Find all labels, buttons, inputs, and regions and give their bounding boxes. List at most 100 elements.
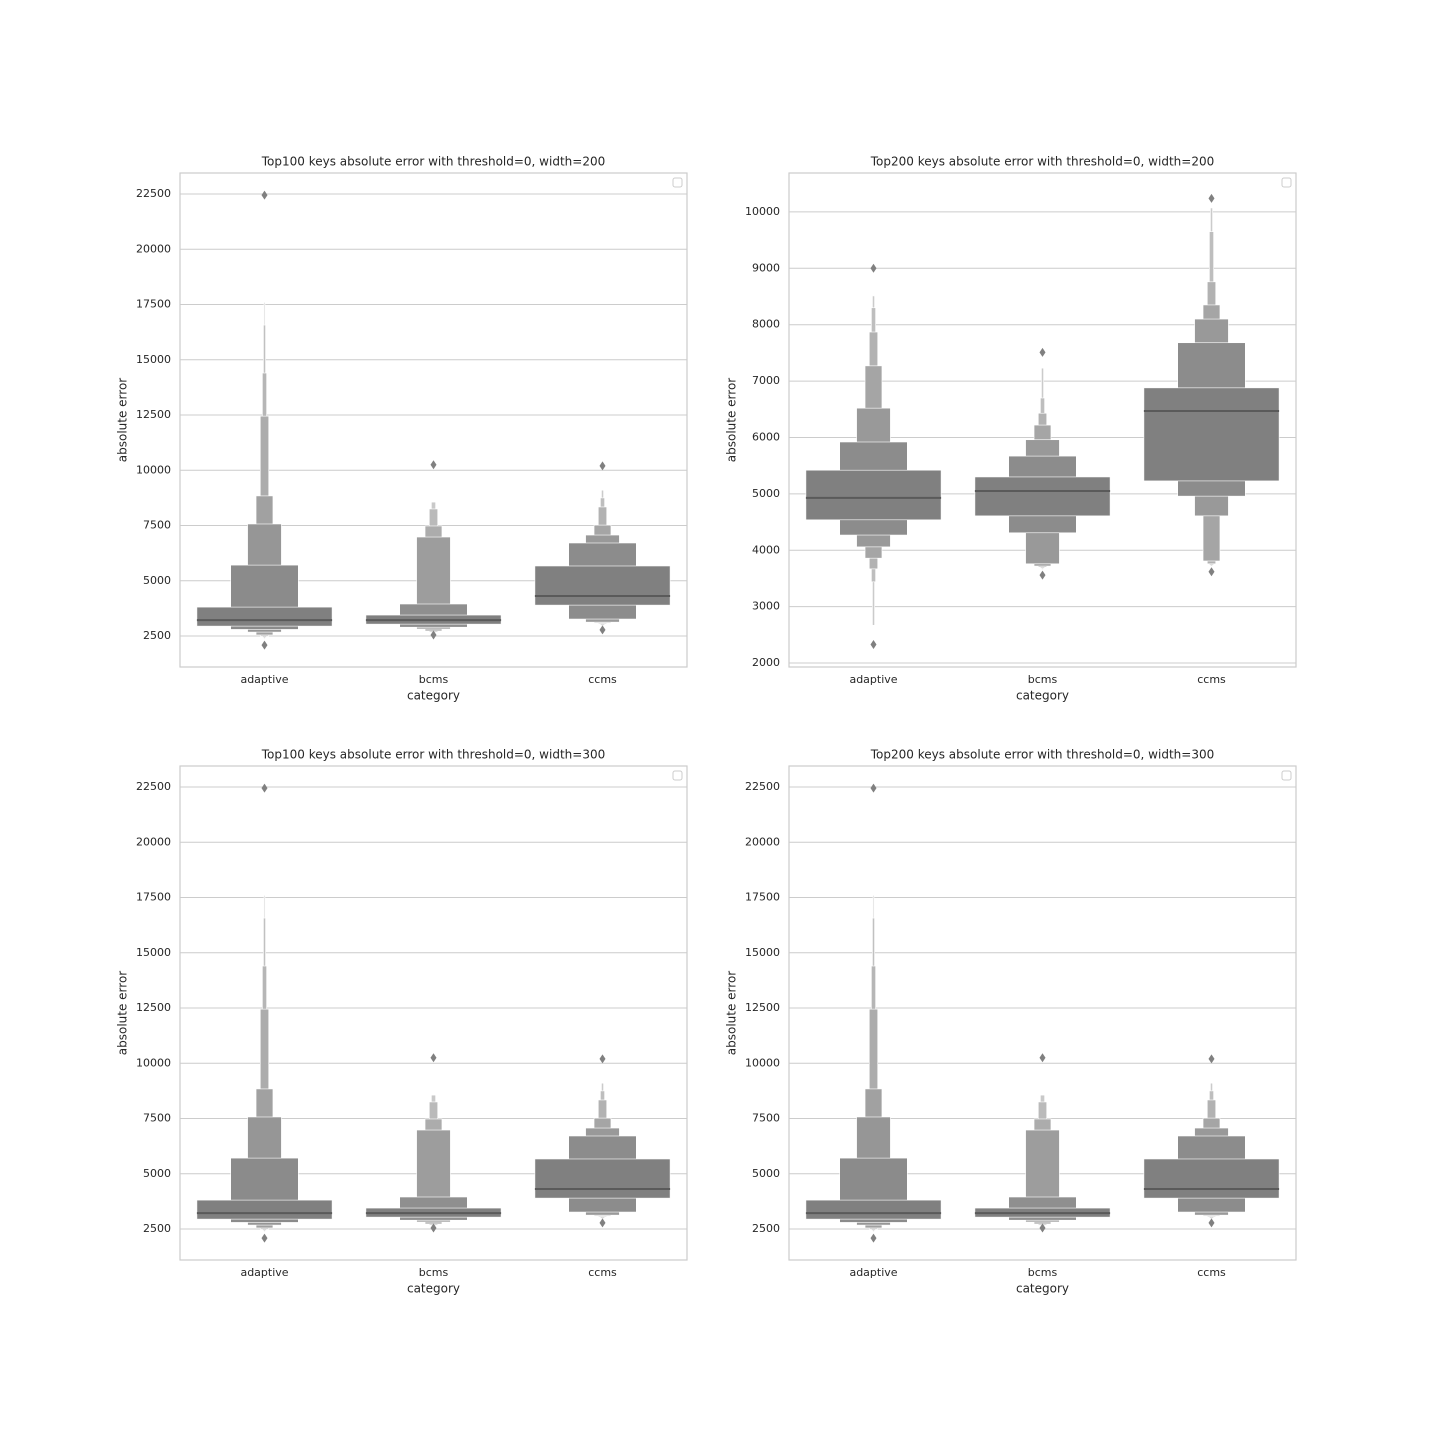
x-tick-label: adaptive bbox=[240, 673, 288, 686]
outlier bbox=[430, 1053, 437, 1063]
subplot: 2500 5000 7500 10000 12500 15000 17500 20000 225… bbox=[116, 748, 688, 1296]
y-tick-label: 12500 bbox=[136, 1001, 171, 1014]
subplot-title: Top100 keys absolute error with threshol… bbox=[261, 155, 605, 169]
outlier bbox=[599, 461, 606, 471]
outlier bbox=[1208, 193, 1215, 203]
outlier bbox=[430, 1223, 437, 1233]
box-level bbox=[1143, 387, 1280, 482]
y-tick-label: 15000 bbox=[136, 946, 171, 959]
legend-box bbox=[1281, 770, 1292, 781]
y-tick-label: 17500 bbox=[745, 891, 780, 904]
y-tick-label: 15000 bbox=[136, 353, 171, 366]
y-tick-label: 20000 bbox=[136, 835, 171, 848]
axes-frame bbox=[788, 172, 1297, 668]
outlier bbox=[870, 639, 877, 649]
y-tick-label: 6000 bbox=[752, 430, 780, 443]
outlier bbox=[261, 783, 268, 793]
y-tick-label: 2500 bbox=[143, 1222, 171, 1235]
outlier bbox=[261, 190, 268, 200]
y-tick-label: 8000 bbox=[752, 318, 780, 331]
outlier bbox=[1039, 347, 1046, 357]
y-tick-label: 7000 bbox=[752, 374, 780, 387]
outlier bbox=[430, 630, 437, 640]
outlier bbox=[261, 640, 268, 650]
y-tick-label: 7500 bbox=[752, 1112, 780, 1125]
y-axis-label: absolute error bbox=[116, 971, 130, 1056]
legend-box bbox=[672, 770, 683, 781]
y-tick-label: 9000 bbox=[752, 261, 780, 274]
y-tick-label: 22500 bbox=[136, 187, 171, 200]
y-tick-label: 10000 bbox=[745, 1056, 780, 1069]
y-tick-label: 5000 bbox=[752, 487, 780, 500]
outlier bbox=[1208, 1218, 1215, 1228]
box-level bbox=[534, 1158, 671, 1199]
x-axis-label: category bbox=[407, 1282, 460, 1296]
y-tick-label: 7500 bbox=[143, 519, 171, 532]
subplot: 2000 3000 4000 5000 6000 7000 8000 9000 10000 ada… bbox=[725, 155, 1297, 703]
box-level bbox=[196, 1199, 333, 1220]
x-tick-label: adaptive bbox=[240, 1266, 288, 1279]
y-tick-label: 20000 bbox=[136, 242, 171, 255]
x-tick-label: ccms bbox=[588, 1266, 617, 1279]
box-level bbox=[974, 476, 1111, 517]
outlier bbox=[599, 625, 606, 635]
x-tick-label: bcms bbox=[419, 673, 449, 686]
axes-frame bbox=[179, 172, 688, 668]
outlier bbox=[870, 263, 877, 273]
x-tick-label: adaptive bbox=[849, 673, 897, 686]
legend-box bbox=[672, 177, 683, 188]
x-tick-label: bcms bbox=[1028, 673, 1058, 686]
y-tick-label: 2500 bbox=[143, 629, 171, 642]
y-tick-label: 22500 bbox=[136, 780, 171, 793]
y-tick-label: 12500 bbox=[745, 1001, 780, 1014]
subplot: 2500 5000 7500 10000 12500 15000 17500 20000 225… bbox=[116, 155, 688, 703]
y-tick-label: 7500 bbox=[143, 1112, 171, 1125]
outlier bbox=[870, 783, 877, 793]
x-tick-label: bcms bbox=[419, 1266, 449, 1279]
y-axis-label: absolute error bbox=[725, 971, 739, 1056]
x-tick-label: ccms bbox=[1197, 1266, 1226, 1279]
outlier bbox=[261, 1233, 268, 1243]
x-tick-label: ccms bbox=[588, 673, 617, 686]
y-axis-label: absolute error bbox=[116, 378, 130, 463]
outlier bbox=[599, 1054, 606, 1064]
y-tick-label: 12500 bbox=[136, 408, 171, 421]
box-level bbox=[805, 1199, 942, 1220]
outlier bbox=[599, 1218, 606, 1228]
y-tick-label: 2000 bbox=[752, 656, 780, 669]
x-axis-label: category bbox=[1016, 689, 1069, 703]
x-tick-label: adaptive bbox=[849, 1266, 897, 1279]
subplot-title: Top100 keys absolute error with threshol… bbox=[261, 748, 605, 762]
box-level bbox=[805, 469, 942, 521]
x-tick-label: ccms bbox=[1197, 673, 1226, 686]
outlier bbox=[1039, 1053, 1046, 1063]
outlier bbox=[1208, 1054, 1215, 1064]
x-axis-label: category bbox=[1016, 1282, 1069, 1296]
outlier bbox=[1039, 1223, 1046, 1233]
box-level bbox=[196, 606, 333, 627]
y-tick-label: 10000 bbox=[745, 205, 780, 218]
outlier bbox=[430, 460, 437, 470]
subplot-title: Top200 keys absolute error with threshol… bbox=[870, 155, 1214, 169]
y-tick-label: 3000 bbox=[752, 600, 780, 613]
legend-box bbox=[1281, 177, 1292, 188]
subplot-title: Top200 keys absolute error with threshol… bbox=[870, 748, 1214, 762]
box-level bbox=[1143, 1158, 1280, 1199]
y-tick-label: 20000 bbox=[745, 835, 780, 848]
y-tick-label: 5000 bbox=[143, 1167, 171, 1180]
y-tick-label: 2500 bbox=[752, 1222, 780, 1235]
y-tick-label: 17500 bbox=[136, 298, 171, 311]
axes-frame bbox=[788, 765, 1297, 1261]
y-tick-label: 5000 bbox=[752, 1167, 780, 1180]
outlier bbox=[1208, 567, 1215, 577]
y-tick-label: 4000 bbox=[752, 543, 780, 556]
outlier bbox=[1039, 570, 1046, 580]
axes-frame bbox=[179, 765, 688, 1261]
box-level bbox=[534, 565, 671, 606]
y-tick-label: 17500 bbox=[136, 891, 171, 904]
subplot: 2500 5000 7500 10000 12500 15000 17500 20000 225… bbox=[725, 748, 1297, 1296]
x-axis-label: category bbox=[407, 689, 460, 703]
y-tick-label: 10000 bbox=[136, 463, 171, 476]
